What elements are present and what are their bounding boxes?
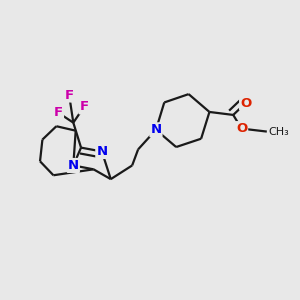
Text: F: F	[80, 100, 88, 113]
Text: CH₃: CH₃	[268, 127, 289, 136]
Text: F: F	[64, 88, 74, 101]
Text: O: O	[236, 122, 247, 135]
Text: O: O	[240, 97, 251, 110]
Text: N: N	[96, 145, 107, 158]
Text: N: N	[68, 159, 79, 172]
Text: F: F	[54, 106, 63, 119]
Text: N: N	[150, 123, 161, 136]
